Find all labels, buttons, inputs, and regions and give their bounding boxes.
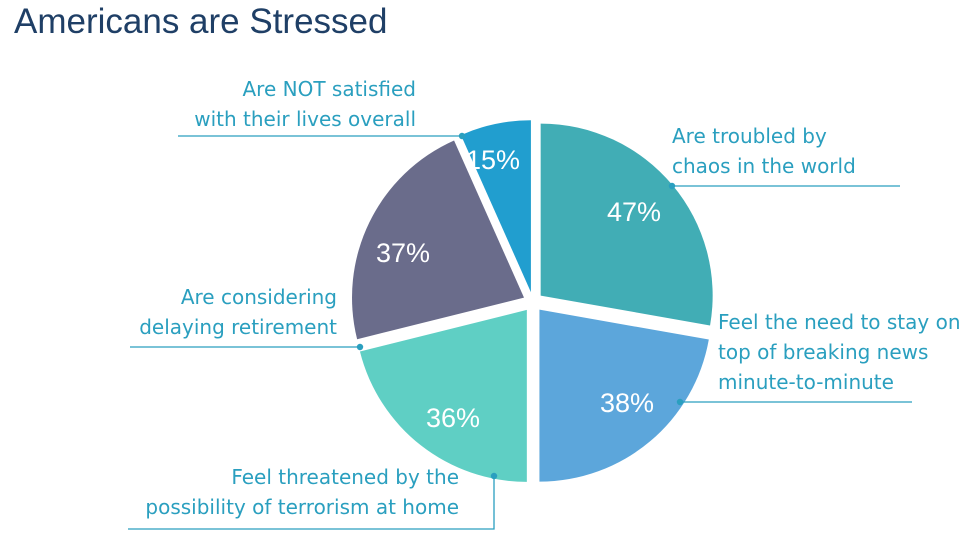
slice-value-label-3: 37% (376, 238, 430, 268)
pie-slice-4 (460, 120, 531, 293)
leader-line-2 (128, 476, 495, 530)
leader-dot-2 (490, 472, 498, 480)
pie-slice-0 (540, 123, 713, 326)
label-line: top of breaking news (718, 340, 928, 364)
slice-category-label-1: Feel the need to stay on top of breaking … (718, 310, 961, 394)
slice-value-label-1: 38% (600, 388, 654, 418)
label-line: Are troubled by (672, 124, 827, 148)
label-line: Are NOT satisfied (243, 77, 417, 101)
leader-dot-0 (668, 182, 676, 190)
slice-category-label-0: Are troubled by chaos in the world (672, 124, 856, 178)
label-line: Feel the need to stay on (718, 310, 961, 334)
slice-category-label-3: Are considering delaying retirement (139, 285, 337, 339)
leader-dot-1 (676, 398, 684, 406)
slice-value-label-2: 36% (426, 403, 480, 433)
pie-slice-3 (352, 140, 525, 340)
label-line: minute-to-minute (718, 370, 894, 394)
slice-category-label-4: Are NOT satisfied with their lives overal… (194, 77, 416, 131)
pie-slice-1 (539, 309, 709, 482)
label-line: chaos in the world (672, 154, 856, 178)
label-line: with their lives overall (194, 107, 416, 131)
label-line: Feel threatened by the (231, 465, 459, 489)
pie-slice-2 (359, 309, 527, 482)
slice-value-label-0: 47% (607, 197, 661, 227)
chart-title: Americans are Stressed (14, 2, 387, 41)
leader-dot-3 (356, 343, 364, 351)
slice-category-label-2: Feel threatened by the possibility of ter… (145, 465, 459, 519)
label-line: possibility of terrorism at home (145, 495, 459, 519)
leader-dot-4 (458, 132, 466, 140)
label-line: Are considering (181, 285, 337, 309)
slice-value-label-4: 15% (466, 145, 520, 175)
label-line: delaying retirement (139, 315, 337, 339)
